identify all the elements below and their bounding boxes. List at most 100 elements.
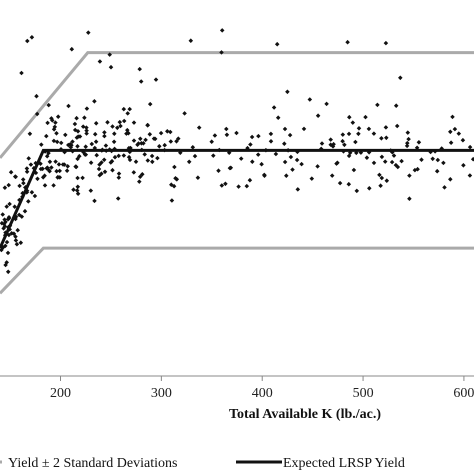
scatter-point (435, 157, 441, 163)
scatter-point (416, 140, 422, 145)
scatter-point (393, 103, 399, 108)
scatter-point (29, 190, 35, 195)
scatter-point (13, 174, 18, 180)
scatter-point (18, 240, 24, 245)
scatter-point (186, 159, 192, 165)
scatter-point (15, 227, 20, 233)
scatter-point (108, 64, 114, 70)
scatter-point (405, 130, 411, 135)
scatter-point (328, 142, 333, 147)
scatter-point (127, 106, 132, 112)
scatter-point (157, 144, 162, 149)
scatter-point (315, 164, 320, 169)
scatter-point (53, 120, 58, 125)
scatter-point (121, 106, 127, 112)
scatter-point (315, 113, 321, 118)
scatter-point (287, 132, 293, 138)
scatter-point (7, 201, 12, 207)
scatter-point (363, 114, 368, 120)
scatter-point (169, 198, 175, 203)
scatter-point (337, 180, 343, 186)
scatter-point (384, 135, 389, 141)
scatter-point (75, 175, 80, 181)
scatter-point (379, 175, 385, 181)
scatter-point (24, 169, 30, 174)
scatter-point (2, 185, 8, 190)
scatter-point (84, 106, 90, 111)
scatter-point (394, 123, 400, 129)
lrsp-line (0, 148, 474, 249)
scatter-point (44, 153, 50, 159)
scatter-point (353, 139, 358, 145)
scatter-point (69, 46, 75, 52)
scatter-point (224, 132, 230, 138)
scatter-point (54, 139, 60, 145)
scatter-point (84, 131, 89, 136)
scatter-point (25, 38, 30, 44)
scatter-point (92, 99, 97, 104)
scatter-point (103, 143, 109, 148)
scatter-point (50, 118, 55, 123)
scatter-points (0, 28, 474, 275)
scatter-point (375, 102, 380, 108)
scatter-point (262, 172, 267, 178)
scatter-point (448, 177, 453, 182)
scatter-point (216, 168, 221, 173)
scatter-point (282, 141, 287, 146)
scatter-point (116, 153, 121, 159)
scatter-point (49, 165, 54, 170)
x-axis-ticks: 200 300 400 500 600 (50, 376, 474, 401)
scatter-point (0, 212, 5, 217)
scatter-point (70, 139, 75, 144)
scatter-point (364, 155, 370, 160)
scatter-point (26, 156, 31, 161)
scatter-point (371, 131, 377, 136)
scatter-point (110, 124, 115, 129)
scatter-point (44, 133, 49, 139)
scatter-point (470, 156, 474, 162)
scatter-point (92, 131, 98, 137)
scatter-point (86, 30, 91, 35)
scatter-point (4, 239, 10, 245)
scatter-point (196, 125, 202, 130)
x-tick-label: 200 (50, 386, 71, 401)
scatter-point (56, 162, 62, 167)
scatter-point (13, 238, 19, 243)
scatter-point (145, 122, 151, 128)
scatter-point (63, 132, 68, 138)
scatter-point (27, 131, 33, 137)
scatter-point (19, 70, 24, 76)
scatter-point (16, 212, 22, 218)
scatter-point (55, 175, 60, 180)
scatter-point (238, 156, 244, 161)
scatter-point (155, 155, 160, 161)
plot-area (0, 28, 474, 295)
scatter-point (138, 136, 143, 142)
scatter-point (99, 171, 104, 176)
scatter-point (346, 181, 352, 187)
scatter-point (383, 40, 389, 46)
scatter-point (93, 121, 99, 126)
scatter-point (117, 119, 123, 125)
scatter-point (382, 159, 388, 164)
scatter-point (301, 126, 307, 132)
scatter-point (5, 250, 11, 256)
scatter-point (366, 126, 372, 132)
scatter-point (209, 139, 214, 144)
scatter-point (88, 160, 94, 165)
scatter-point (68, 142, 73, 147)
scatter-point (51, 138, 57, 144)
scatter-point (319, 141, 325, 146)
band-upper-line (0, 51, 474, 159)
scatter-point (371, 160, 377, 166)
scatter-point (250, 159, 255, 164)
scatter-point (121, 118, 127, 124)
scatter-point (275, 115, 281, 120)
scatter-point (111, 139, 117, 145)
scatter-point (137, 179, 142, 184)
scatter-point (4, 204, 9, 209)
scatter-point (138, 79, 144, 84)
x-tick-label: 600 (453, 386, 474, 401)
scatter-point (182, 111, 187, 116)
scatter-point (99, 160, 104, 165)
